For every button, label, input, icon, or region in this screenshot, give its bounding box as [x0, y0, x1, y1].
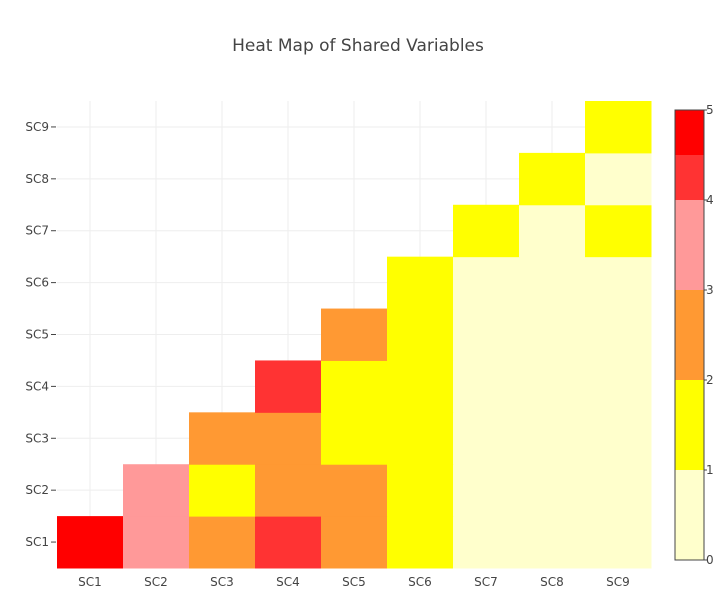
y-tick-label: SC6 — [25, 276, 49, 290]
colorbar-tick-label: 1 — [706, 463, 714, 477]
heatmap-cell — [585, 516, 652, 569]
heatmap-cells — [57, 101, 652, 569]
heatmap-cell — [123, 516, 190, 569]
colorbar-outline — [674, 109, 705, 561]
heatmap-cell — [255, 360, 322, 413]
x-tick-label: SC7 — [474, 575, 498, 589]
heatmap-cell — [189, 516, 256, 569]
colorbar-segment — [675, 200, 704, 290]
heatmap-cell — [585, 204, 652, 258]
heatmap-cell — [585, 464, 652, 517]
colorbar-tick-label: 4 — [706, 193, 714, 207]
x-tick-label: SC5 — [342, 575, 366, 589]
colorbar: 0 1 2 3 4 5 — [674, 103, 714, 567]
heatmap-cell — [453, 412, 520, 465]
heatmap-cell — [453, 308, 520, 361]
colorbar-tick-label: 2 — [706, 373, 714, 387]
heatmap-cell — [387, 464, 454, 517]
heatmap-cell — [519, 256, 586, 310]
y-tick-label: SC8 — [25, 172, 49, 186]
y-tick-label: SC4 — [25, 379, 49, 393]
heatmap-cell — [123, 464, 190, 517]
x-tick-label: SC8 — [540, 575, 564, 589]
colorbar-segment — [675, 110, 704, 155]
heatmap-cell — [453, 516, 520, 569]
heatmap-cell — [519, 516, 586, 569]
heatmap-cell — [585, 412, 652, 465]
y-tick-label: SC5 — [25, 328, 49, 342]
y-tick-label: SC1 — [25, 535, 49, 549]
heatmap-cell — [321, 360, 388, 413]
heatmap-cell — [255, 412, 322, 465]
heatmap-cell — [453, 204, 520, 258]
heatmap-cell — [321, 464, 388, 517]
heatmap-cell — [519, 204, 586, 258]
heatmap-cell — [387, 516, 454, 569]
heatmap-cell — [519, 412, 586, 465]
heatmap-cell — [387, 308, 454, 361]
colorbar-tick-label: 0 — [706, 553, 714, 567]
heatmap-cell — [321, 308, 388, 361]
y-tick-label: SC9 — [25, 120, 49, 134]
heatmap-cell — [453, 256, 520, 310]
x-tick-label: SC4 — [276, 575, 300, 589]
heatmap-cell — [585, 256, 652, 310]
y-tick-label: SC3 — [25, 431, 49, 445]
y-tick-label: SC2 — [25, 483, 49, 497]
x-tick-label: SC3 — [210, 575, 234, 589]
chart-title: Heat Map of Shared Variables — [232, 36, 484, 56]
heatmap-cell — [189, 412, 256, 465]
heatmap-cell — [387, 412, 454, 465]
heatmap-cell — [387, 256, 454, 310]
colorbar-segment — [675, 155, 704, 200]
colorbar-tick-label: 3 — [706, 283, 714, 297]
heatmap-cell — [453, 464, 520, 517]
colorbar-segment — [675, 290, 704, 380]
x-tick-label: SC9 — [606, 575, 630, 589]
x-tick-label: SC1 — [78, 575, 102, 589]
x-tick-label: SC6 — [408, 575, 432, 589]
heatmap-cell — [585, 360, 652, 413]
heatmap-cell — [321, 516, 388, 569]
x-tick-label: SC2 — [144, 575, 168, 589]
heatmap-cell — [189, 464, 256, 517]
heatmap-cell — [387, 360, 454, 413]
colorbar-segment — [675, 470, 704, 560]
heatmap-cell — [453, 360, 520, 413]
colorbar-tick-label: 5 — [706, 103, 714, 117]
heatmap-cell — [321, 412, 388, 465]
y-axis: SC1 SC2 SC3 SC4 SC5 SC6 SC7 SC8 SC9 — [25, 120, 56, 549]
heatmap-cell — [255, 464, 322, 517]
heatmap-cell — [255, 516, 322, 569]
heatmap-cell — [519, 464, 586, 517]
x-axis: SC1 SC2 SC3 SC4 SC5 SC6 SC7 SC8 SC9 — [78, 575, 630, 589]
heatmap-cell — [519, 360, 586, 413]
heatmap-cell — [57, 516, 124, 569]
heatmap-cell — [519, 308, 586, 361]
heatmap-cell — [519, 152, 586, 206]
heatmap-cell — [585, 308, 652, 361]
heatmap-cell — [585, 101, 652, 154]
heatmap-cell — [585, 152, 652, 206]
y-tick-label: SC7 — [25, 224, 49, 238]
colorbar-segment — [675, 380, 704, 470]
